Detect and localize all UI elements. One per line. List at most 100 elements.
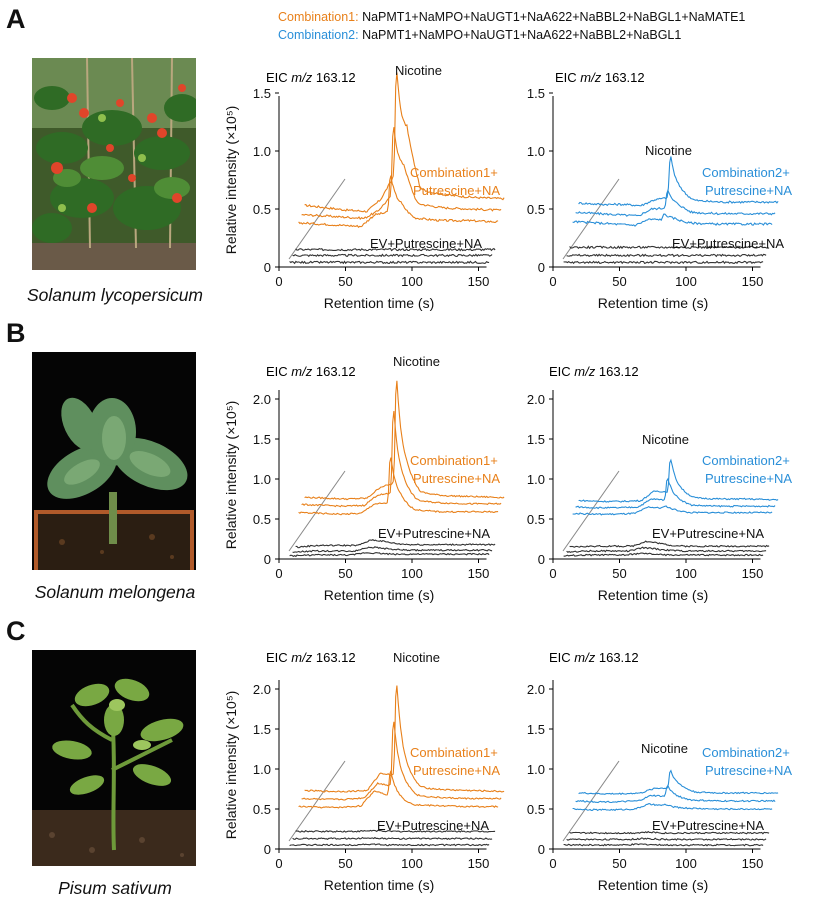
y-tick-label: 0	[264, 842, 271, 857]
species-name-a: Solanum lycopersicum	[26, 285, 204, 305]
x-tick-label: 100	[401, 856, 423, 871]
y-tick-label: 0.5	[253, 202, 271, 217]
x-tick-label: 150	[742, 274, 764, 289]
chart-panel-c-combination2: EIC m/z 163.12 0 0.5 1.0 1.5 2.0 0 50 100 150 Rete…	[527, 650, 792, 893]
control-trace	[566, 546, 767, 554]
y-tick-label: 1.5	[527, 86, 545, 101]
y-tick-label: 0.5	[527, 512, 545, 527]
nicotine-annotation: Nicotine	[395, 63, 442, 78]
combination-label-line2: Putrescine+NA	[705, 471, 792, 486]
y-tick-label: 0	[538, 260, 545, 275]
x-tick-label: 100	[675, 566, 697, 581]
combination-trace	[304, 380, 505, 501]
y-axis-label: Relative intensity (×10⁵)	[223, 401, 239, 550]
offset-axis	[562, 178, 620, 260]
combination1-legend: Combination1: NaPMT1+NaMPO+NaUGT1+NaA622…	[278, 10, 745, 24]
combination-label-line1: Combination1+	[410, 453, 498, 468]
combination-label-line2: Putrescine+NA	[413, 471, 500, 486]
y-tick-label: 1.0	[527, 762, 545, 777]
eggplant-seedling-photo	[32, 352, 196, 570]
combination-label-line2: Putrescine+NA	[413, 763, 500, 778]
control-label: EV+Putrescine+NA	[370, 236, 482, 251]
panel-letter-c: C	[6, 616, 26, 646]
offset-axis	[288, 760, 346, 842]
x-axis-label: Retention time (s)	[324, 587, 434, 603]
combination-label-line1: Combination2+	[702, 165, 790, 180]
combination-trace	[578, 769, 779, 796]
x-tick-label: 100	[675, 856, 697, 871]
y-tick-label: 1.5	[253, 722, 271, 737]
chart-panel-c-combination1: EIC m/z 163.12 0 0.5 1.0 1.5 2.0 0 50 100 150 Rete…	[223, 650, 505, 893]
x-axis-label: Retention time (s)	[598, 587, 708, 603]
y-tick-label: 2.0	[253, 392, 271, 407]
combination-trace	[301, 410, 502, 508]
y-tick-label: 2.0	[527, 392, 545, 407]
chart-title: EIC m/z 163.12	[549, 650, 639, 665]
x-tick-label: 50	[612, 566, 626, 581]
control-label: EV+Putrescine+NA	[652, 526, 764, 541]
combination-label-line1: Combination2+	[702, 745, 790, 760]
x-axis-label: Retention time (s)	[324, 295, 434, 311]
offset-axis	[288, 470, 346, 552]
y-tick-label: 0	[264, 260, 271, 275]
control-label: EV+Putrescine+NA	[672, 236, 784, 251]
combination2-genes: NaPMT1+NaMPO+NaUGT1+NaA622+NaBBL2+NaBGL1	[358, 28, 682, 42]
y-tick-label: 0	[264, 552, 271, 567]
y-axis-label: Relative intensity (×10⁵)	[223, 106, 239, 255]
control-trace	[295, 829, 496, 833]
control-trace	[563, 843, 764, 847]
nicotine-annotation: Nicotine	[393, 650, 440, 665]
combination-trace	[575, 188, 776, 217]
combination2-prefix: Combination2:	[278, 28, 359, 42]
control-trace	[295, 539, 496, 549]
control-trace	[569, 245, 770, 250]
control-trace	[569, 540, 770, 548]
offset-axis	[562, 470, 620, 552]
combination-trace	[575, 784, 776, 804]
y-tick-label: 1.0	[527, 144, 545, 159]
x-tick-label: 100	[401, 566, 423, 581]
y-tick-label: 2.0	[253, 682, 271, 697]
x-tick-label: 50	[338, 856, 352, 871]
y-tick-label: 2.0	[527, 682, 545, 697]
control-label: EV+Putrescine+NA	[377, 818, 489, 833]
y-axis-label: Relative intensity (×10⁵)	[223, 691, 239, 840]
tomato-plant-photo	[32, 58, 196, 270]
combination-trace	[578, 458, 779, 503]
y-tick-label: 1.0	[253, 762, 271, 777]
y-tick-label: 1.0	[253, 472, 271, 487]
combination-trace	[301, 127, 502, 221]
offset-axis	[288, 178, 346, 260]
x-tick-label: 50	[612, 856, 626, 871]
x-tick-label: 150	[468, 274, 490, 289]
y-tick-label: 0.5	[527, 202, 545, 217]
x-tick-label: 150	[468, 856, 490, 871]
control-trace	[289, 843, 490, 847]
combination-trace	[298, 457, 499, 516]
x-tick-label: 0	[549, 566, 556, 581]
combination-label-line1: Combination2+	[702, 453, 790, 468]
x-axis-label: Retention time (s)	[324, 877, 434, 893]
chart-title: EIC m/z 163.12	[266, 364, 356, 379]
combination-trace	[298, 770, 499, 809]
chart-title: EIC m/z 163.12	[266, 70, 356, 85]
control-trace	[569, 830, 770, 835]
x-tick-label: 0	[275, 856, 282, 871]
combination-trace	[304, 685, 505, 793]
combination-trace	[304, 72, 505, 213]
control-trace	[289, 260, 490, 265]
x-tick-label: 50	[338, 274, 352, 289]
combination-label-line1: Combination1+	[410, 165, 498, 180]
x-tick-label: 50	[338, 566, 352, 581]
y-tick-label: 0.5	[253, 802, 271, 817]
combination1-genes: NaPMT1+NaMPO+NaUGT1+NaA622+NaBBL2+NaBGL1…	[358, 10, 746, 24]
nicotine-annotation: Nicotine	[645, 143, 692, 158]
combination-label-line2: Putrescine+NA	[705, 183, 792, 198]
nicotine-annotation: Nicotine	[641, 741, 688, 756]
control-label: EV+Putrescine+NA	[652, 818, 764, 833]
chart-title: EIC m/z 163.12	[549, 364, 639, 379]
combination-trace	[572, 505, 773, 516]
species-name-b: Solanum melongena	[34, 582, 196, 602]
x-tick-label: 0	[549, 856, 556, 871]
control-trace	[563, 260, 764, 265]
